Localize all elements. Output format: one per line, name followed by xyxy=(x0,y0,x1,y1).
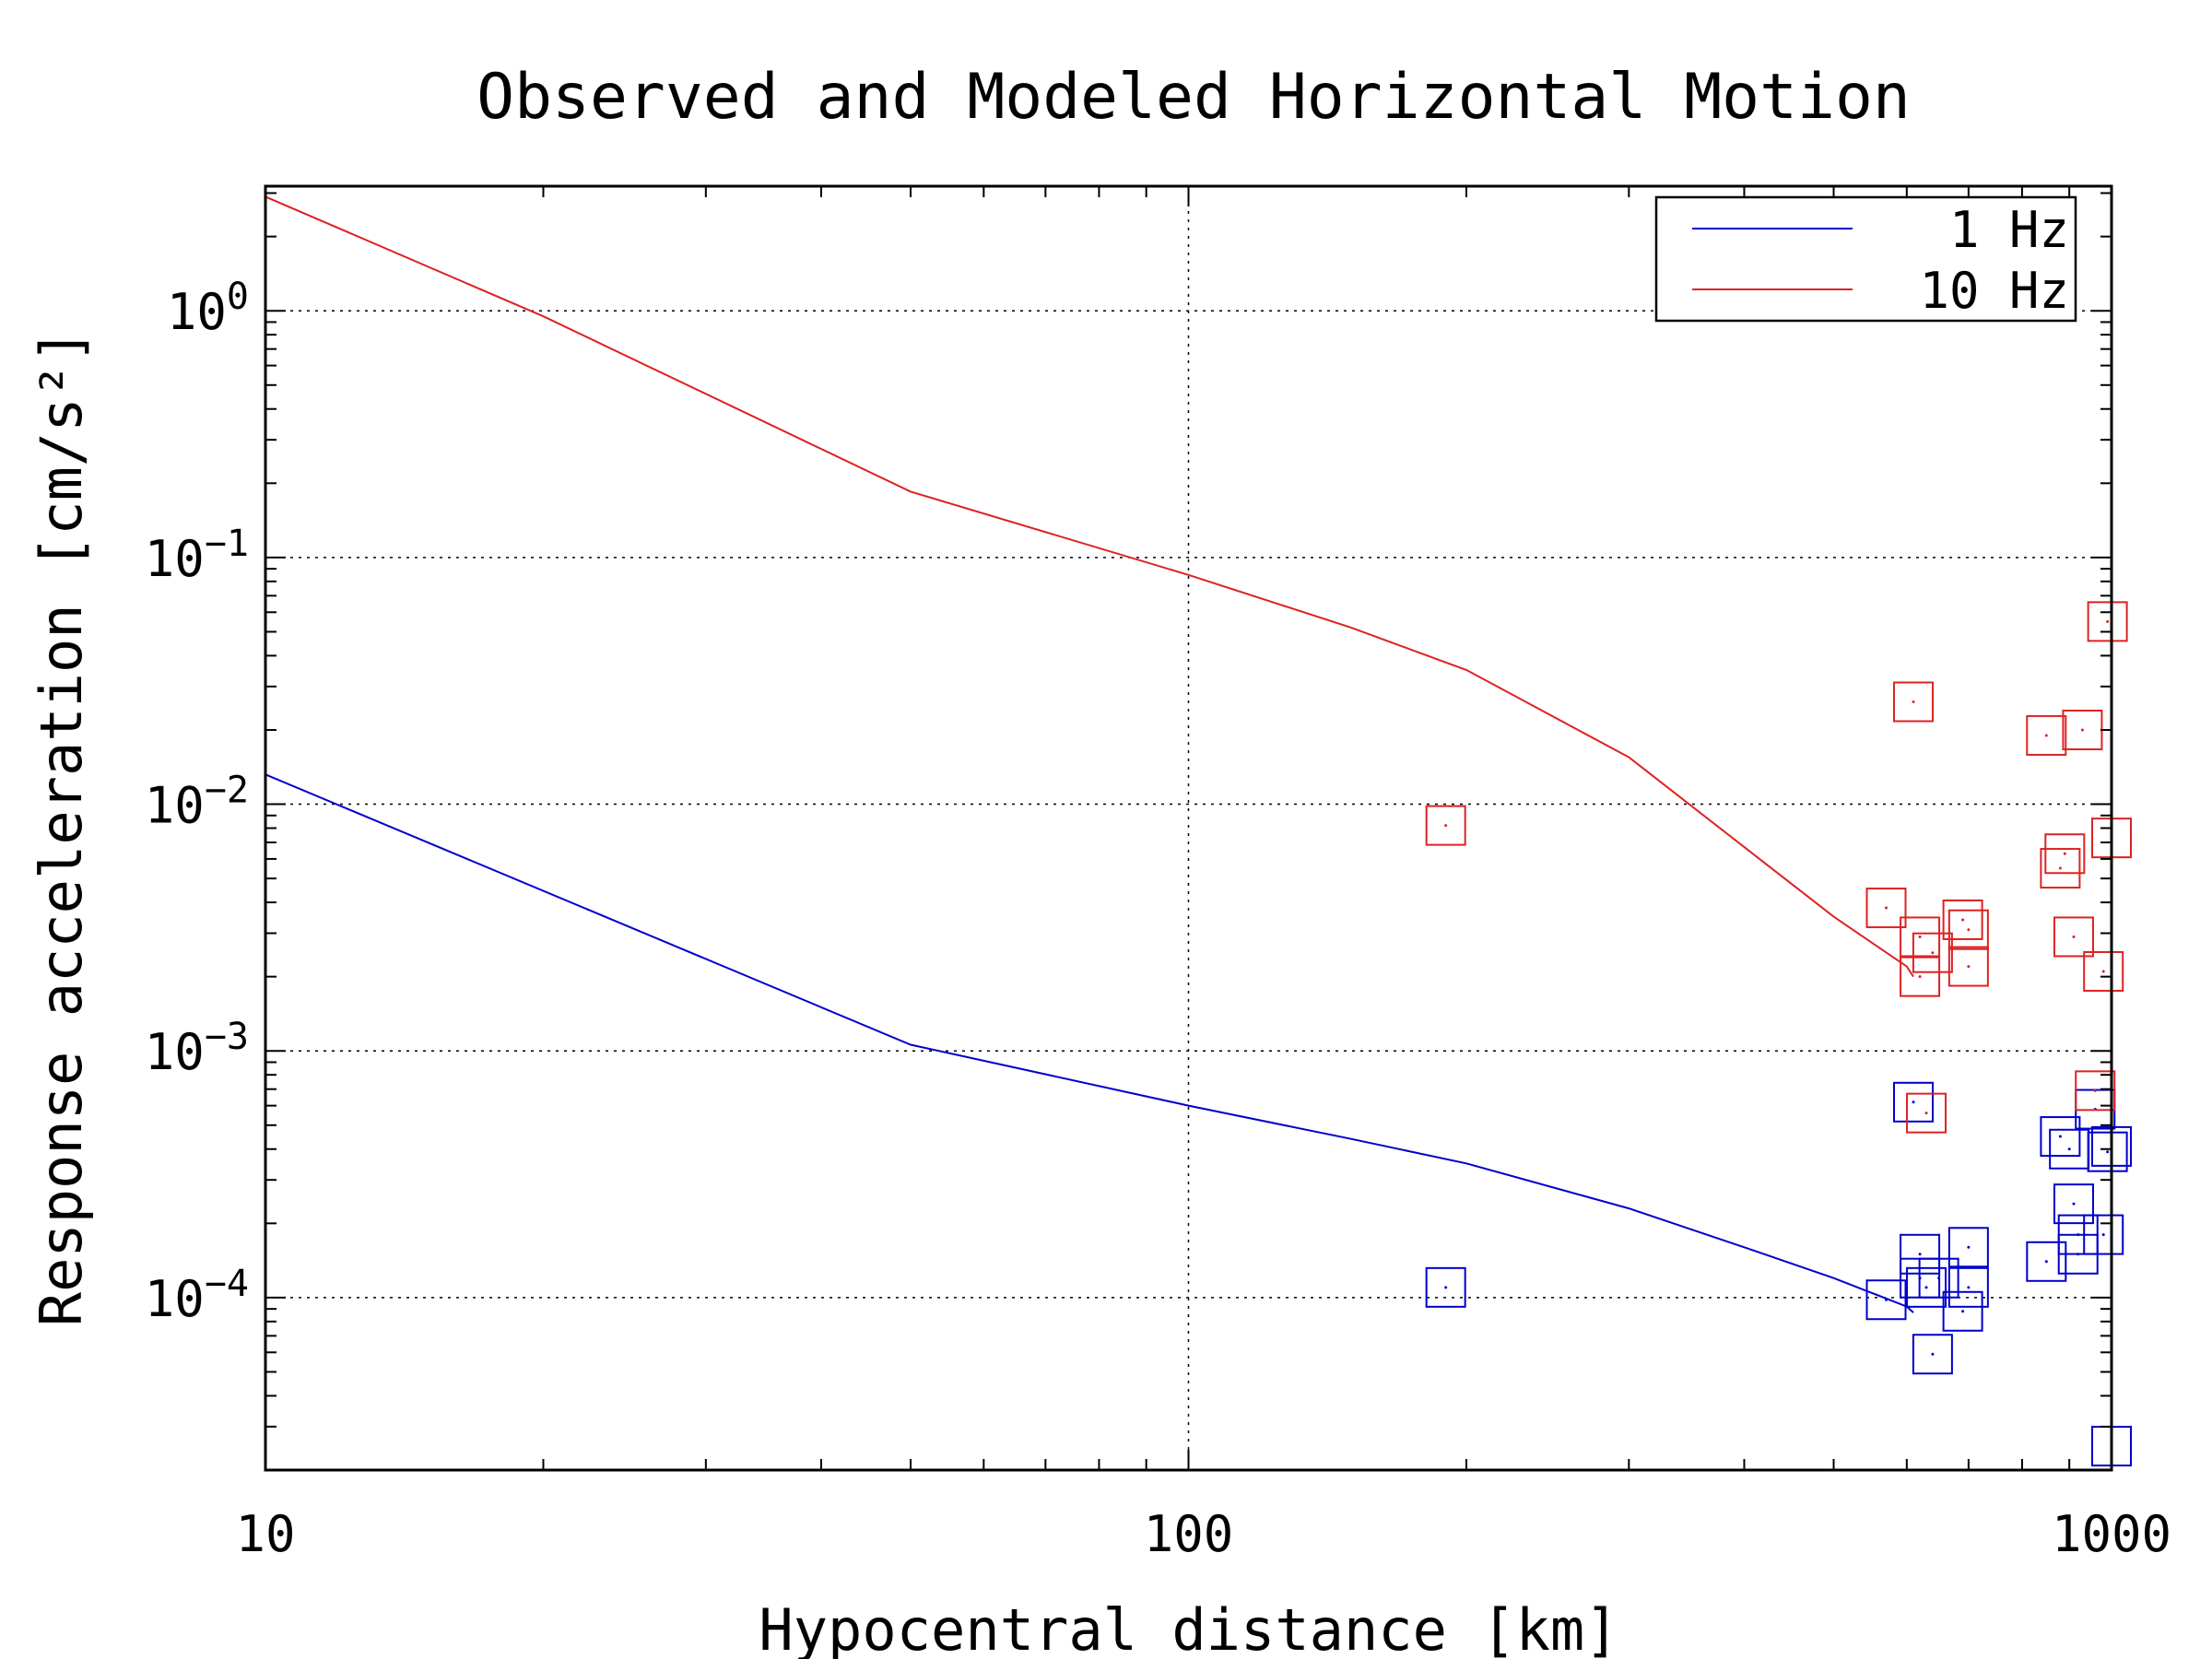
x-axis-label: Hypocentral distance [km] xyxy=(759,1596,1618,1659)
observed-point-10hz xyxy=(1900,956,1941,997)
observed-point-1hz xyxy=(1947,1266,1989,1308)
observed-point-center-10hz xyxy=(2063,852,2066,855)
observed-point-center-10hz xyxy=(1967,928,1971,932)
observed-point-1hz xyxy=(2083,1214,2124,1255)
observed-point-10hz xyxy=(1906,1092,1947,1134)
observed-point-center-1hz xyxy=(1912,1100,1915,1104)
observed-point-center-1hz xyxy=(2072,1202,2076,1206)
observed-point-1hz xyxy=(1912,1334,1953,1375)
observed-point-10hz xyxy=(1942,899,1983,940)
observed-point-1hz xyxy=(2026,1241,2067,1282)
observed-point-10hz xyxy=(1947,909,1989,950)
observed-point-10hz xyxy=(2026,714,2067,756)
observed-point-1hz xyxy=(1918,1257,1959,1299)
observed-point-center-1hz xyxy=(2067,1147,2071,1151)
observed-point-center-1hz xyxy=(2058,1135,2062,1138)
markers xyxy=(1425,601,2132,1467)
observed-point-10hz xyxy=(1865,888,1907,929)
observed-point-center-1hz xyxy=(2077,1253,2080,1256)
observed-point-center-10hz xyxy=(1912,700,1915,703)
observed-point-1hz xyxy=(1865,1279,1907,1321)
y-axis-label: Response acceleration [cm/s²] xyxy=(28,329,95,1327)
observed-point-center-10hz xyxy=(2058,866,2062,870)
x-tick-label: 1000 xyxy=(2052,1505,2171,1563)
y-tick-label: 10−1 xyxy=(145,523,249,588)
observed-point-center-10hz xyxy=(2072,935,2076,938)
observed-point-center-10hz xyxy=(2106,619,2110,623)
chart-title: Observed and Modeled Horizontal Motion xyxy=(477,61,1911,134)
observed-point-center-10hz xyxy=(1444,824,1448,828)
observed-point-center-10hz xyxy=(2093,1088,2097,1092)
observed-point-10hz xyxy=(2083,950,2124,992)
observed-point-10hz xyxy=(1425,805,1466,846)
legend: 1 Hz 10 Hz xyxy=(1654,195,2077,323)
observed-point-10hz xyxy=(2087,601,2128,642)
model-line-10hz xyxy=(265,195,1914,978)
series-lines xyxy=(265,195,1914,1313)
grid xyxy=(265,186,2112,1470)
observed-point-center-10hz xyxy=(2044,734,2048,737)
y-tick-label: 10−2 xyxy=(145,770,249,835)
observed-point-center-1hz xyxy=(2044,1260,2048,1264)
y-tick-label: 100 xyxy=(167,276,249,341)
observed-point-10hz xyxy=(1912,932,1953,973)
observed-point-center-1hz xyxy=(1918,1253,1922,1256)
observed-point-center-10hz xyxy=(1961,918,1965,922)
legend-box xyxy=(1654,195,2077,323)
observed-point-center-1hz xyxy=(2101,1233,2105,1237)
observed-point-center-10hz xyxy=(2080,728,2084,732)
observed-point-center-1hz xyxy=(1924,1286,1928,1289)
observed-point-1hz xyxy=(1906,1266,1947,1308)
observed-point-center-1hz xyxy=(1885,1298,1888,1301)
observed-point-center-1hz xyxy=(1967,1245,1971,1249)
observed-point-center-1hz xyxy=(1961,1310,1965,1313)
observed-point-1hz xyxy=(2087,1131,2128,1172)
observed-point-center-10hz xyxy=(1918,975,1922,979)
x-tick-label: 10 xyxy=(235,1505,295,1563)
observed-point-center-1hz xyxy=(1444,1286,1448,1289)
legend-label-10hz: 10 Hz xyxy=(1919,262,2069,320)
legend-label-1hz: 1 Hz xyxy=(1949,201,2069,259)
observed-point-center-1hz xyxy=(2106,1150,2110,1154)
y-tick-label: 10−3 xyxy=(145,1016,249,1081)
observed-point-center-10hz xyxy=(1885,906,1888,910)
observed-point-10hz xyxy=(1893,681,1935,723)
y-tick-label: 10−4 xyxy=(145,1263,249,1328)
x-tick-label: 100 xyxy=(1144,1505,1234,1563)
observed-point-center-10hz xyxy=(1924,1112,1928,1115)
ticks xyxy=(265,186,2112,1471)
observed-point-10hz xyxy=(2040,848,2081,889)
observed-point-10hz xyxy=(2053,916,2094,958)
observed-point-center-10hz xyxy=(1918,935,1922,938)
observed-point-10hz xyxy=(2075,1070,2116,1112)
observed-point-1hz xyxy=(2053,1183,2094,1225)
observed-point-center-1hz xyxy=(1931,1352,1935,1356)
observed-point-center-10hz xyxy=(2101,970,2105,973)
observed-point-10hz xyxy=(2044,833,2086,875)
tick-labels: 10 100 1000 100 10−1 10−2 10−3 10−4 xyxy=(145,276,2171,1563)
observed-point-1hz xyxy=(1893,1081,1935,1123)
observed-point-1hz xyxy=(1425,1266,1466,1308)
observed-point-10hz xyxy=(1947,946,1989,987)
observed-point-center-1hz xyxy=(1937,1277,1941,1280)
observed-point-1hz xyxy=(1947,1227,1989,1268)
observed-point-1hz xyxy=(1942,1290,1983,1332)
model-line-1hz xyxy=(265,773,1914,1313)
observed-point-10hz xyxy=(1900,916,1941,958)
observed-point-center-10hz xyxy=(1967,965,1971,969)
observed-point-center-1hz xyxy=(1967,1286,1971,1289)
observed-point-center-10hz xyxy=(1931,951,1935,955)
observed-point-1hz xyxy=(2040,1116,2081,1158)
